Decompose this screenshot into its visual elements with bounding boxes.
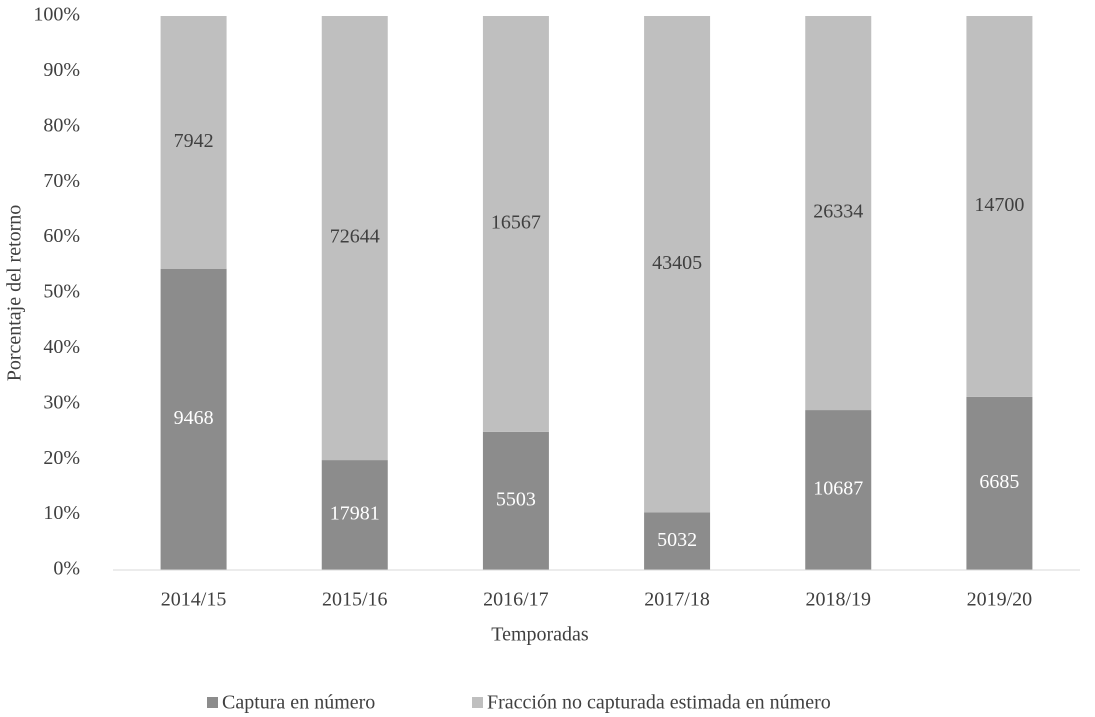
data-label: 10687 — [813, 478, 863, 500]
data-label: 72644 — [330, 226, 380, 248]
y-tick-label: 100% — [33, 4, 80, 26]
bar-segment — [160, 16, 227, 269]
bar-segment — [321, 16, 388, 461]
data-label: 14700 — [974, 194, 1024, 216]
data-label: 26334 — [813, 201, 863, 223]
data-label: 16567 — [491, 212, 541, 234]
bar-segment — [966, 16, 1033, 397]
bar-segment — [805, 16, 872, 411]
bar-segment — [321, 460, 388, 570]
y-tick-label: 10% — [43, 502, 80, 524]
bar-segment — [644, 16, 711, 513]
legend-swatch — [207, 697, 218, 708]
x-tick-label: 2016/17 — [483, 589, 549, 611]
legend-swatch — [472, 697, 483, 708]
y-tick-label: 30% — [43, 391, 80, 413]
data-label: 9468 — [174, 407, 214, 429]
x-tick-label: 2018/19 — [805, 589, 871, 611]
y-tick-label: 40% — [43, 336, 80, 358]
x-tick-label: 2017/18 — [644, 589, 710, 611]
bar-segment — [966, 396, 1033, 570]
data-label: 6685 — [979, 471, 1019, 493]
y-tick-label: 70% — [43, 170, 80, 192]
bar-segment — [644, 512, 711, 570]
data-label: 5503 — [496, 489, 536, 511]
x-tick-label: 2019/20 — [967, 589, 1033, 611]
data-label: 7942 — [174, 130, 214, 152]
bar-segment — [160, 268, 227, 570]
bar-segment — [482, 16, 549, 432]
legend-label: Fracción no capturada estimada en número — [487, 692, 831, 714]
legend-label: Captura en número — [222, 692, 375, 714]
y-tick-label: 20% — [43, 447, 80, 469]
data-label: 5032 — [657, 529, 697, 551]
data-label: 43405 — [652, 252, 702, 274]
bar-segment — [482, 431, 549, 570]
y-tick-label: 0% — [53, 558, 80, 580]
x-tick-label: 2015/16 — [322, 589, 388, 611]
x-axis-title: Temporadas — [491, 624, 589, 646]
y-tick-label: 60% — [43, 225, 80, 247]
y-axis-title: Porcentaje del retorno — [4, 205, 26, 382]
data-label: 17981 — [330, 503, 380, 525]
y-tick-label: 50% — [43, 281, 80, 303]
y-tick-label: 90% — [43, 59, 80, 81]
y-tick-label: 80% — [43, 114, 80, 136]
x-tick-label: 2014/15 — [161, 589, 227, 611]
bar-segment — [805, 410, 872, 570]
